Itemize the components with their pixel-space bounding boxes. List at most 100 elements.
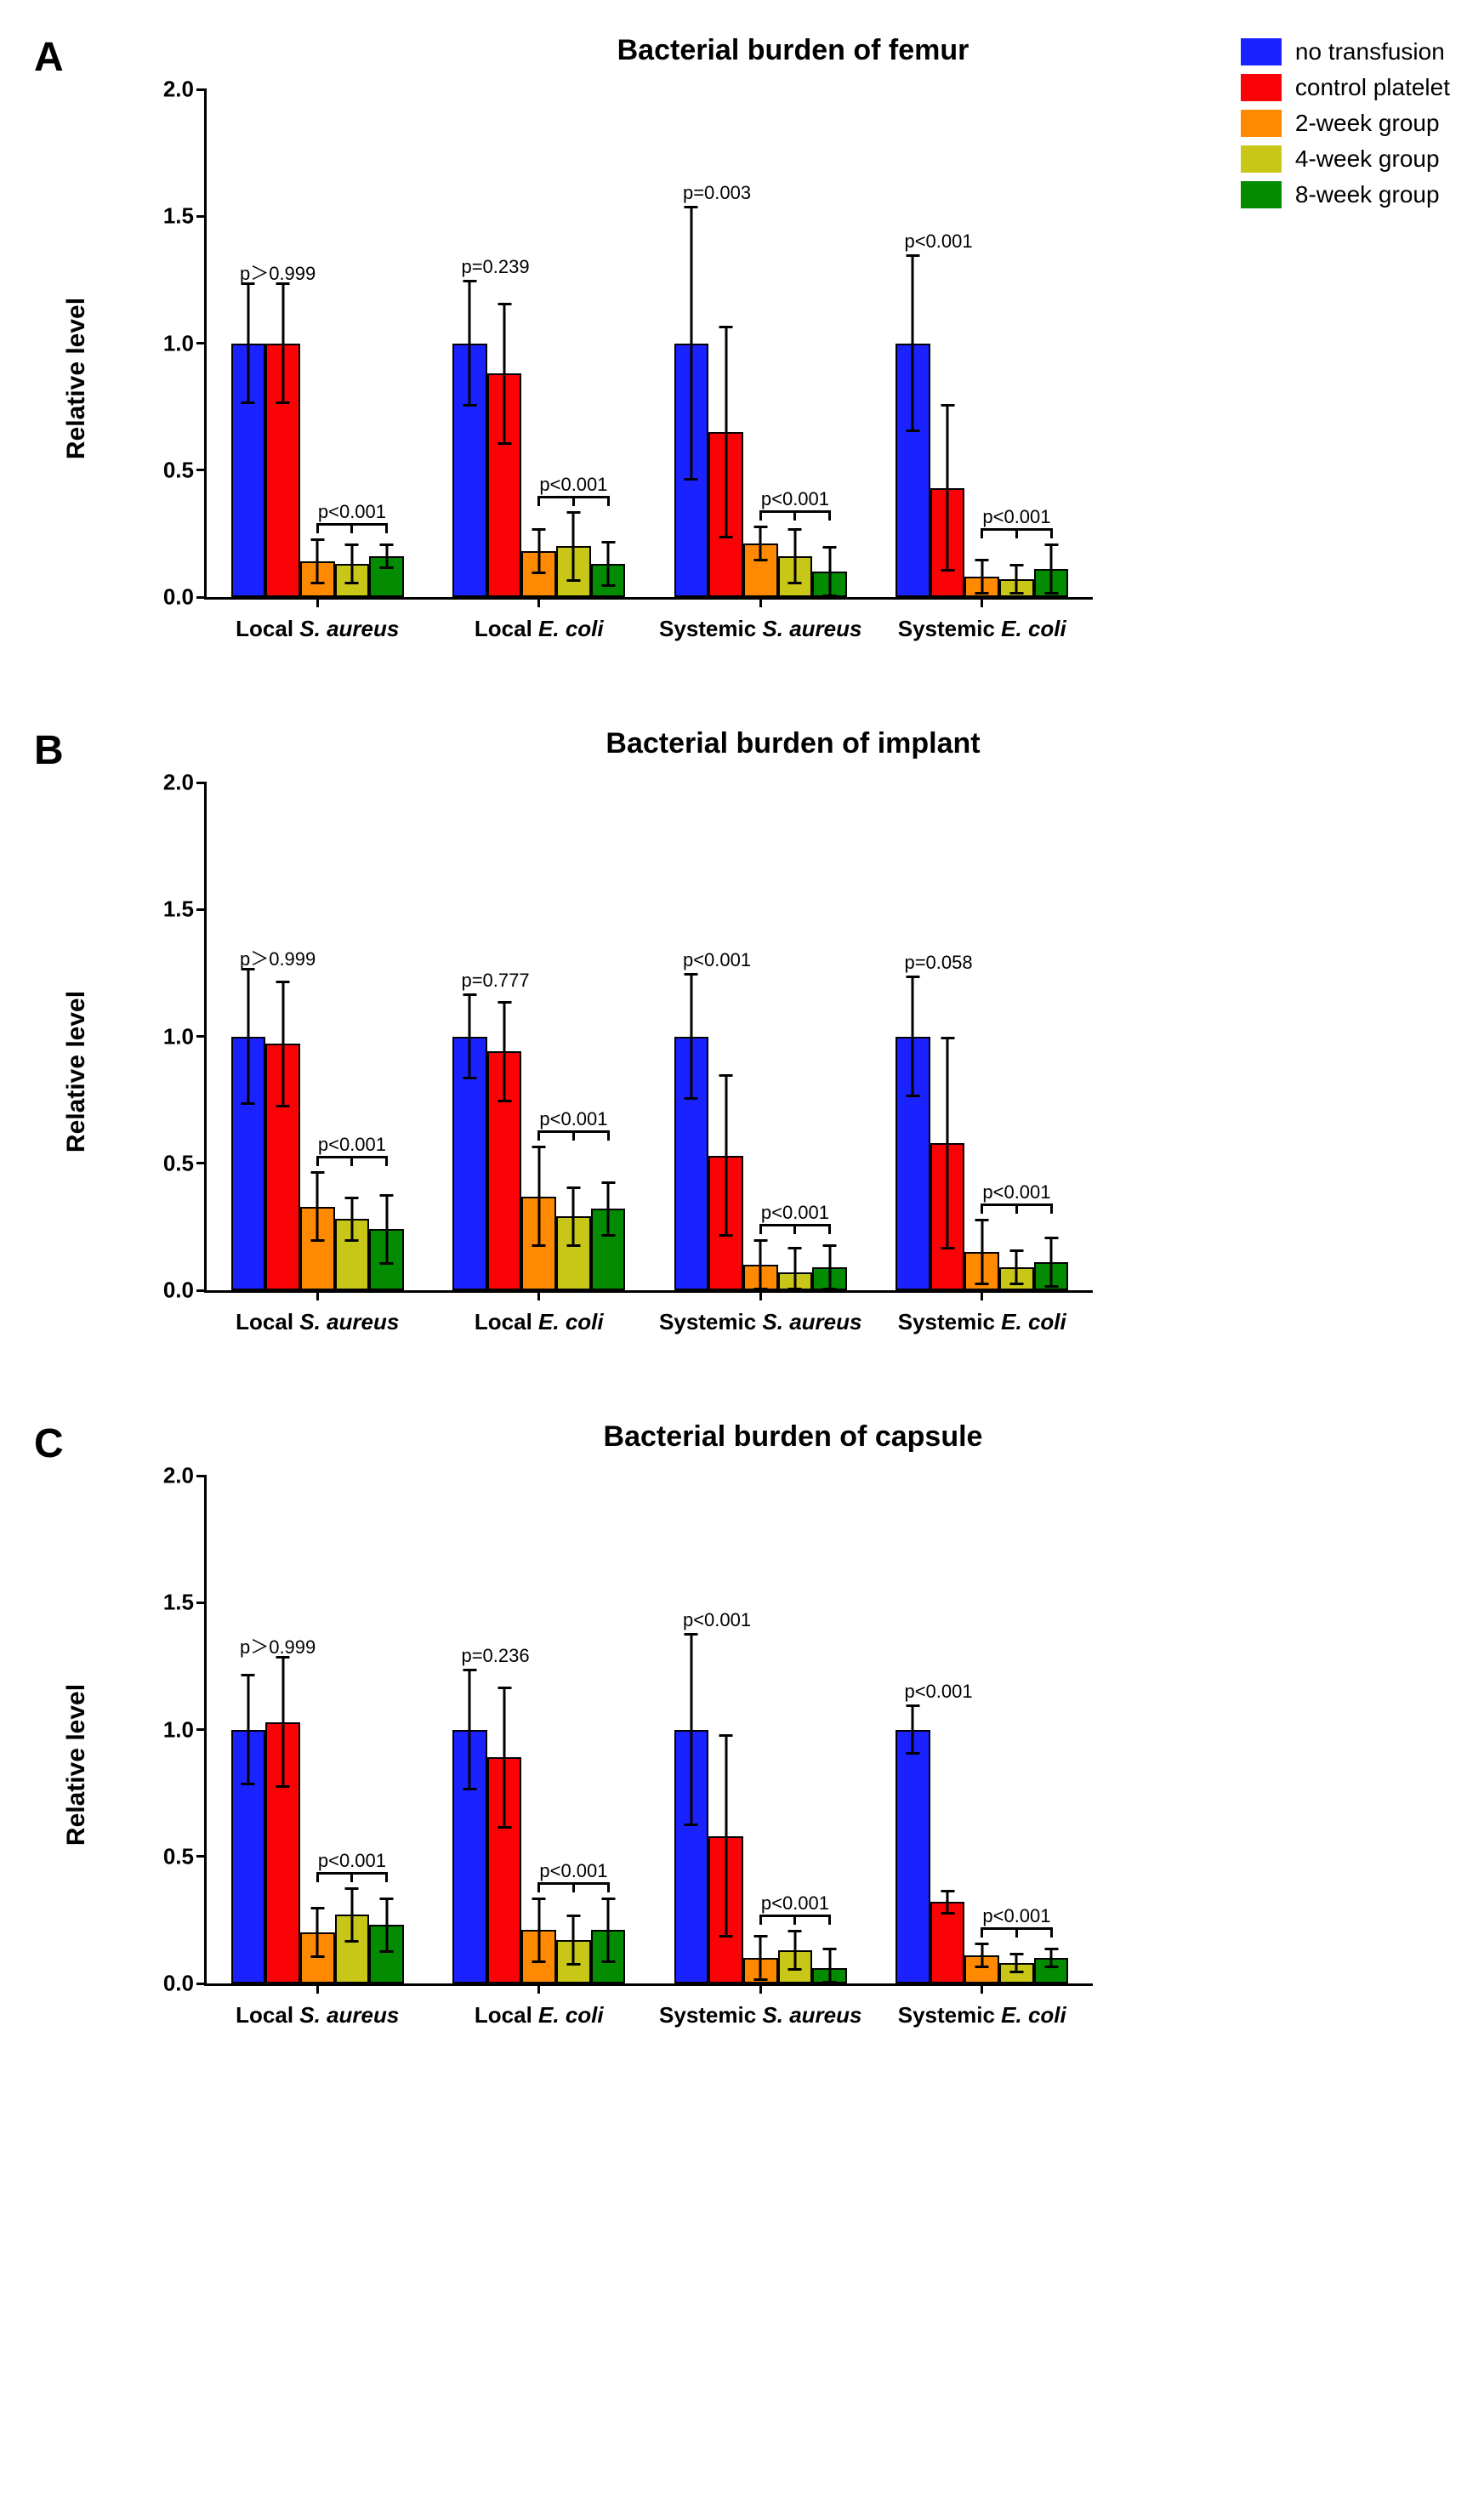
error-bar [247, 968, 249, 1105]
x-category-label: Local S. aureus [236, 2002, 399, 2029]
x-tick [316, 1290, 319, 1300]
bracket-vline [316, 523, 319, 533]
y-tick [196, 1289, 207, 1292]
p-value-label: p<0.001 [982, 1181, 1050, 1203]
p-value-label: p<0.001 [539, 474, 607, 496]
error-bar [537, 1898, 540, 1964]
error-bar [469, 993, 471, 1079]
panel-A: ABacterial burden of femurno transfusion… [34, 34, 1450, 676]
legend-label: 2-week group [1295, 110, 1440, 137]
legend: no transfusioncontrol platelet2-week gro… [1241, 38, 1450, 217]
error-bar [607, 541, 610, 587]
error-bar [981, 1943, 983, 1968]
legend-label: control platelet [1295, 74, 1450, 101]
error-bar [912, 254, 914, 432]
y-tick [196, 342, 207, 344]
error-bar [316, 1171, 319, 1243]
bracket-vline [981, 1927, 983, 1938]
y-tick-label: 1.5 [151, 1590, 194, 1616]
bracket-vline [759, 1915, 762, 1925]
y-tick [196, 88, 207, 91]
figure-root: ABacterial burden of femurno transfusion… [34, 34, 1450, 2063]
error-bar [947, 1890, 949, 1915]
bracket-vline [316, 1872, 319, 1882]
x-category-label: Local S. aureus [236, 616, 399, 642]
error-bar [469, 280, 471, 407]
bracket-vline [828, 1224, 831, 1234]
error-bar [503, 1001, 506, 1102]
legend-item: 8-week group [1241, 181, 1450, 208]
x-tick [537, 1290, 540, 1300]
y-tick-label: 1.0 [151, 330, 194, 356]
bracket-vline [1050, 1203, 1053, 1214]
y-tick [196, 782, 207, 784]
panel-C: CBacterial burden of capsuleRelative lev… [34, 1420, 1450, 2063]
legend-swatch [1241, 181, 1282, 208]
error-bar [759, 1935, 762, 1981]
bracket-vline [981, 1203, 983, 1214]
error-bar [281, 981, 284, 1107]
error-bar [690, 1633, 692, 1826]
x-tick [759, 597, 762, 607]
error-bar [572, 511, 575, 583]
bracket-vline [350, 1156, 353, 1166]
bracket-vline [572, 496, 575, 506]
error-bar [607, 1898, 610, 1964]
x-category-label: Systemic E. coli [898, 1309, 1066, 1335]
y-tick-label: 2.0 [151, 770, 194, 796]
error-bar [725, 326, 727, 539]
error-bar [316, 538, 319, 584]
x-category-label: Systemic S. aureus [659, 616, 861, 642]
x-tick [981, 1983, 983, 1994]
error-bar [912, 1704, 914, 1755]
p-value-label: p=0.777 [461, 970, 529, 992]
error-bar [350, 543, 353, 584]
y-tick [196, 1983, 207, 1985]
bracket-vline [828, 1915, 831, 1925]
p-value-label: p<0.001 [982, 1905, 1050, 1927]
x-tick [981, 597, 983, 607]
p-value-label: p<0.001 [318, 1134, 386, 1156]
p-value-label: p<0.001 [318, 1850, 386, 1872]
x-category-label: Local S. aureus [236, 1309, 399, 1335]
error-bar [828, 1948, 831, 1983]
y-tick-label: 1.0 [151, 1716, 194, 1743]
error-bar [572, 1186, 575, 1248]
chart-area: Relative level0.00.51.01.52.0Local S. au… [136, 1467, 1450, 2063]
p-value-label: p<0.001 [904, 1681, 972, 1703]
error-bar [1050, 543, 1053, 595]
error-bar [247, 1674, 249, 1785]
bracket-vline [607, 1882, 610, 1892]
x-tick [981, 1290, 983, 1300]
error-bar [1050, 1948, 1053, 1968]
bracket-vline [607, 1130, 610, 1141]
legend-label: 8-week group [1295, 181, 1440, 208]
bracket-vline [793, 510, 796, 521]
x-tick [316, 1983, 319, 1994]
x-category-label: Systemic S. aureus [659, 2002, 861, 2029]
error-bar [759, 1239, 762, 1290]
x-category-label: Systemic S. aureus [659, 1309, 861, 1335]
y-tick-label: 0.5 [151, 457, 194, 483]
y-axis-label: Relative level [62, 991, 91, 1152]
error-bar [385, 1194, 388, 1266]
chart-area: Relative level0.00.51.01.52.0Local S. au… [136, 774, 1450, 1369]
p-value-label: p=0.003 [683, 182, 751, 204]
p-value-label: p=0.058 [904, 952, 972, 974]
bracket-vline [793, 1224, 796, 1234]
error-bar [607, 1181, 610, 1238]
y-tick [196, 1162, 207, 1164]
y-tick-label: 2.0 [151, 1463, 194, 1489]
x-category-label: Local E. coli [475, 2002, 604, 2029]
x-category-label: Local E. coli [475, 1309, 604, 1335]
bracket-vline [828, 510, 831, 521]
error-bar [981, 1219, 983, 1285]
bracket-vline [1015, 528, 1018, 538]
y-tick [196, 1602, 207, 1604]
error-bar [350, 1197, 353, 1243]
y-tick-label: 0.5 [151, 1150, 194, 1176]
p-value-label: p<0.001 [761, 488, 829, 510]
error-bar [828, 546, 831, 597]
error-bar [725, 1734, 727, 1938]
y-tick [196, 1475, 207, 1477]
